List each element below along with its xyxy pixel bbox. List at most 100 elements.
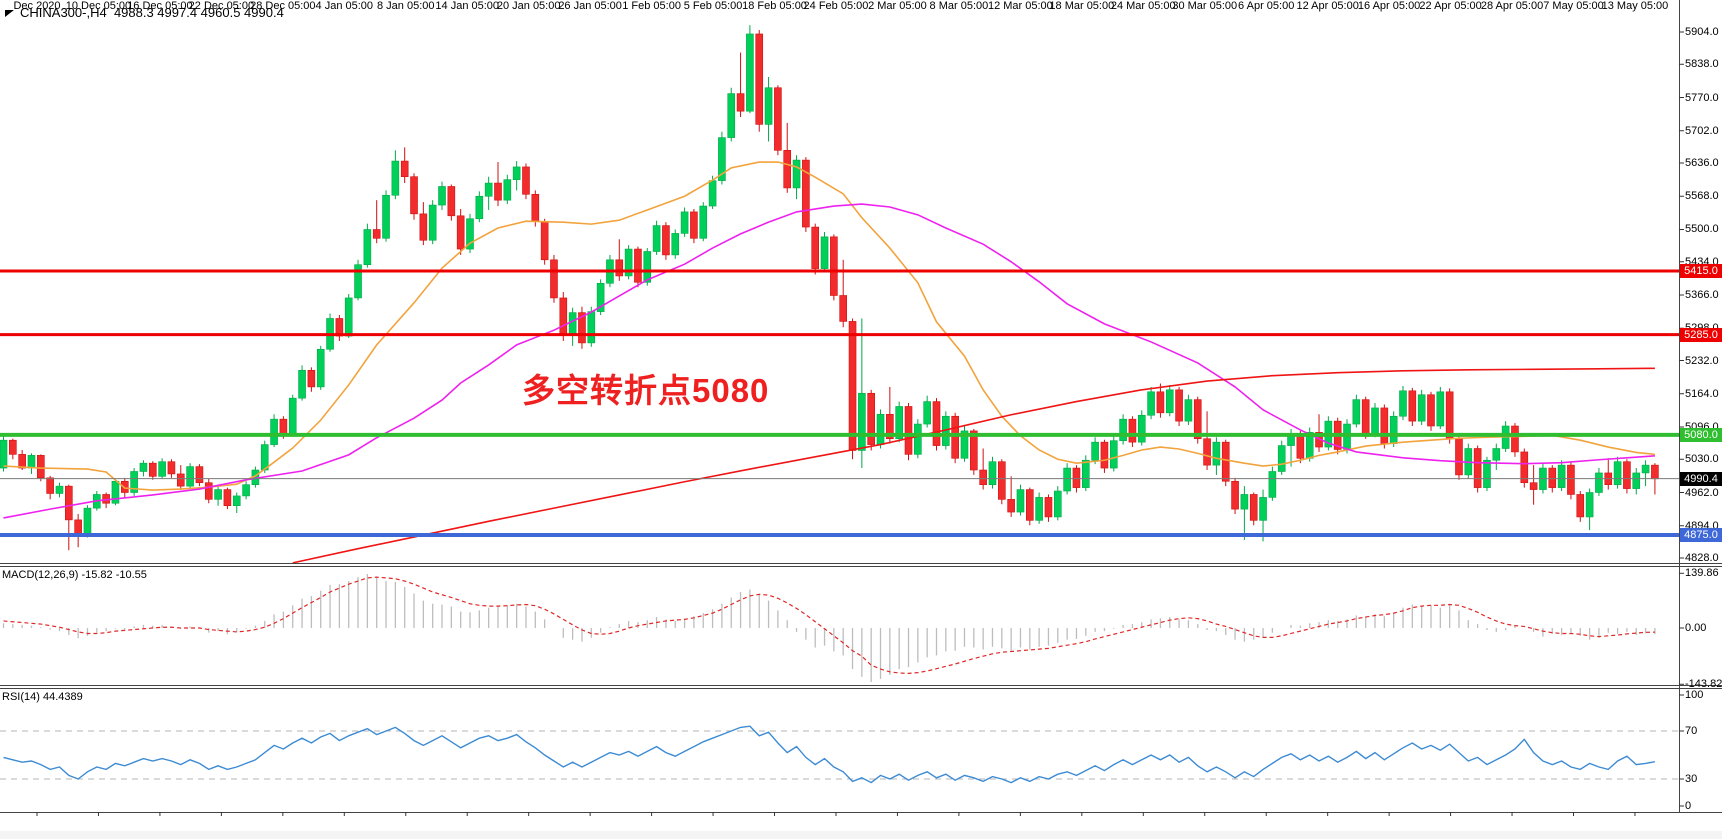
candle-body — [1081, 459, 1090, 488]
chart-title: CHINA300-,H4 4988.3 4997.4 4960.5 4990.4 — [20, 5, 284, 20]
candle-body — [914, 423, 922, 455]
candle-body — [559, 297, 568, 335]
candle-body — [1165, 389, 1174, 414]
candle-body — [578, 312, 586, 344]
candle-body — [232, 495, 241, 506]
candle-body — [307, 369, 316, 388]
candle-body — [260, 444, 269, 471]
candle-body — [550, 259, 558, 299]
candle-body — [1408, 390, 1417, 422]
candle-body — [988, 461, 997, 485]
macd-tick-label: 139.86 — [1685, 567, 1719, 580]
candle-body — [615, 259, 624, 277]
candle-body — [37, 455, 45, 479]
symbol-marker-icon — [5, 10, 14, 17]
candle-body — [1147, 391, 1155, 416]
candle-body — [316, 348, 325, 388]
candle-body — [1044, 497, 1053, 518]
candle-body — [764, 87, 773, 125]
candle-body — [223, 489, 232, 506]
candle-body — [811, 226, 820, 269]
candle-body — [830, 236, 838, 296]
candle-body — [1529, 482, 1538, 490]
candle-body — [596, 282, 605, 312]
candle-body — [652, 225, 661, 252]
candle-body — [130, 471, 138, 493]
candle-body — [998, 461, 1006, 500]
candle-body — [970, 430, 978, 471]
candle-body — [1399, 390, 1407, 417]
rsi-line — [3, 725, 1656, 784]
candle-body — [204, 482, 213, 500]
time-tick-label: 12 Apr 05:00 — [1296, 0, 1359, 12]
candle-body — [167, 461, 176, 475]
candle-body — [1175, 389, 1183, 422]
candle-body — [690, 211, 698, 239]
price-tick-label: 5232.0 — [1685, 354, 1719, 367]
rsi-tick-label: 0 — [1685, 800, 1692, 812]
candle-body — [932, 401, 941, 446]
candle-body — [540, 221, 549, 261]
candle-body — [447, 186, 456, 217]
symbol-label: CHINA300-,H4 — [20, 5, 107, 20]
candle-body — [1548, 467, 1557, 488]
candle-body — [634, 248, 642, 283]
candle-body — [886, 413, 894, 440]
ma-long-red — [292, 367, 1655, 564]
time-tick-label: 24 Feb 05:00 — [803, 0, 869, 12]
candle-body — [802, 159, 810, 228]
macd-signal-line — [3, 576, 1655, 674]
macd-indicator-label: MACD(12,26,9) -15.82 -10.55 — [2, 569, 147, 581]
time-tick-label: 12 Mar 05:00 — [987, 0, 1053, 12]
candle-body — [1072, 467, 1081, 488]
candle-body — [1063, 467, 1071, 492]
candle-body — [428, 204, 437, 241]
candle-body — [456, 215, 465, 250]
candle-body — [1296, 433, 1305, 459]
candle-body — [1613, 461, 1622, 485]
candle-body — [1035, 497, 1043, 521]
price-tick-label: 5366.0 — [1685, 289, 1719, 301]
current-price-badge: 4990.4 — [1680, 471, 1722, 486]
time-tick-label: 7 May 05:00 — [1543, 0, 1604, 12]
time-tick-label: 6 Apr 05:00 — [1238, 0, 1295, 12]
time-tick-label: 28 Dec 05:00 — [250, 0, 316, 12]
candle-body — [1473, 448, 1482, 488]
candle-body — [475, 195, 484, 220]
candle-body — [512, 166, 521, 180]
candle-body — [1268, 471, 1277, 498]
candle-body — [1641, 464, 1650, 474]
candle-body — [111, 480, 120, 504]
time-tick-label: 22 Apr 05:00 — [1419, 0, 1482, 12]
candle-body — [680, 211, 689, 234]
ma-fast-orange — [3, 161, 1655, 491]
candle-body — [0, 439, 8, 469]
candle-body — [466, 218, 474, 250]
candle-body — [1193, 399, 1202, 440]
candle-body — [298, 369, 306, 399]
candle-body — [494, 182, 502, 201]
candle-body — [858, 392, 866, 451]
candle-body — [139, 462, 148, 472]
candle-body — [400, 160, 409, 178]
candle-body — [1091, 441, 1099, 461]
candle-body — [699, 205, 708, 239]
time-tick-label: 4 Jan 05:00 — [315, 0, 374, 12]
price-tick-label: 5568.0 — [1685, 190, 1719, 203]
candle-body — [708, 180, 717, 207]
candle-body — [46, 477, 54, 494]
candle-body — [1109, 440, 1118, 469]
time-tick-label: 18 Mar 05:00 — [1049, 0, 1115, 12]
candle-body — [1119, 418, 1127, 441]
candle-body — [746, 33, 754, 112]
level-price-badge: 5080.0 — [1680, 427, 1722, 442]
candle-body — [1249, 494, 1258, 521]
candle-body — [1352, 399, 1361, 425]
candle-body — [1203, 438, 1211, 466]
macd-tick-label: 0.00 — [1685, 622, 1707, 634]
candle-body — [1632, 472, 1641, 489]
rsi-tick-label: 30 — [1685, 773, 1698, 785]
candle-body — [1231, 480, 1239, 510]
